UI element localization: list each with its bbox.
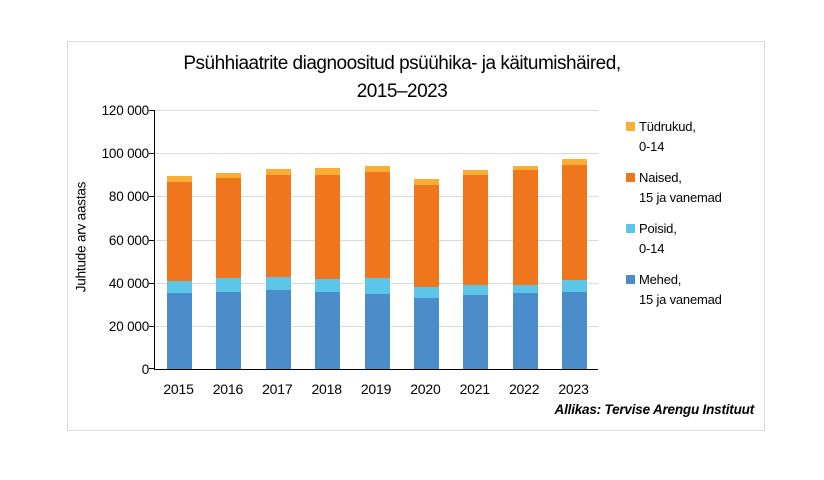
y-axis-tick-40000: [149, 282, 155, 284]
bar-segment-tudrukud-2018: [315, 167, 341, 175]
y-axis-tick-0: [149, 368, 155, 369]
y-axis-tick-label-60000: 60 000: [108, 232, 149, 248]
bar-segment-tudrukud-2020: [413, 179, 439, 185]
bar-segment-mehed-2018: [315, 291, 341, 369]
bar-segment-naised-2017: [265, 174, 291, 277]
legend-label-naised-line1: Naised,: [639, 170, 682, 185]
x-axis-label-2021: 2021: [459, 381, 491, 397]
bar-segment-poisid-2022: [512, 285, 538, 294]
bar-segment-mehed-2019: [364, 293, 390, 369]
bar-segment-poisid-2019: [364, 278, 390, 294]
legend-swatch-tudrukud: [626, 122, 635, 131]
bar-2023: [562, 158, 587, 369]
x-axis-labels: 2015 2016 2017 2018 2019 2020 2021 2022 2023: [154, 381, 598, 401]
plot-area: [149, 110, 598, 370]
chart-title: Psühhiaatrite diagnoositud psüühika- ja …: [68, 50, 764, 106]
y-axis-tick-label-0: 0: [141, 362, 150, 377]
y-axis-tick-label-40000: 40 000: [108, 275, 149, 291]
legend-item-naised: Naised, 15 ja vanemad: [626, 168, 722, 208]
legend-label-naised-line2: 15 ja vanemad: [639, 190, 722, 205]
bar-segment-naised-2015: [167, 181, 192, 281]
bar-2020: [413, 179, 439, 369]
bar-2019: [364, 165, 390, 369]
chart-title-line2: 2015–2023: [356, 81, 448, 102]
y-axis-tick-20000: [149, 325, 155, 327]
x-axis-label-2017: 2017: [262, 381, 293, 397]
bar-segment-mehed-2021: [463, 294, 489, 369]
gridline-120000: [155, 110, 598, 111]
legend-label-mehed-line1: Mehed,: [639, 272, 682, 287]
chart-title-line1: Psühhiaatrite diagnoositud psüühika- ja …: [183, 53, 621, 74]
bar-segment-poisid-2015: [167, 280, 192, 294]
x-axis-label-2016: 2016: [212, 381, 244, 397]
bar-segment-naised-2020: [413, 184, 439, 288]
legend-item-tudrukud: Tüdrukud, 0-14: [626, 117, 722, 157]
bar-segment-naised-2021: [463, 175, 489, 285]
x-axis-label-2020: 2020: [410, 381, 441, 397]
bar-segment-tudrukud-2021: [463, 170, 489, 175]
bar-segment-poisid-2020: [413, 287, 439, 298]
chart-card: Psühhiaatrite diagnoositud psüühika- ja …: [67, 41, 765, 431]
bar-segment-mehed-2015: [167, 293, 192, 369]
gridline-100000: [155, 153, 598, 155]
bar-segment-mehed-2017: [265, 290, 291, 369]
y-axis-tick-60000: [149, 239, 155, 241]
bar-segment-tudrukud-2019: [364, 165, 390, 172]
y-axis-labels: 0 20 000 40 000 60 000 80 000 100 000 120 000: [68, 103, 150, 377]
x-axis-label-2018: 2018: [311, 381, 342, 397]
bar-segment-tudrukud-2016: [216, 172, 242, 178]
legend-label-tudrukud-line1: Tüdrukud,: [639, 119, 696, 134]
bar-segment-naised-2016: [216, 177, 242, 279]
bar-2017: [265, 168, 291, 369]
legend-swatch-naised: [626, 173, 635, 182]
legend-label-tudrukud-line2: 0-14: [639, 139, 665, 154]
bar-segment-poisid-2017: [265, 276, 291, 291]
bar-segment-mehed-2016: [216, 291, 242, 369]
bar-segment-naised-2019: [364, 171, 390, 279]
legend-swatch-poisid: [626, 224, 635, 233]
bar-2022: [512, 165, 538, 369]
bar-segment-tudrukud-2017: [265, 168, 291, 175]
bar-segment-naised-2018: [315, 174, 341, 280]
legend-item-poisid: Poisid, 0-14: [626, 219, 722, 259]
legend-label-mehed-line2: 15 ja vanemad: [639, 292, 722, 307]
bar-segment-naised-2023: [562, 164, 587, 280]
bar-segment-poisid-2021: [463, 284, 489, 295]
x-axis-label-2022: 2022: [508, 381, 540, 397]
y-axis-tick-80000: [149, 196, 155, 198]
source-note: Allikas: Tervise Arengu Instituut: [554, 402, 755, 417]
legend-label-poisid-line1: Poisid,: [639, 221, 677, 236]
legend-item-mehed: Mehed, 15 ja vanemad: [626, 270, 722, 310]
x-axis-label-2015: 2015: [163, 381, 194, 397]
bar-segment-mehed-2020: [413, 298, 439, 369]
y-axis-tick-120000: [149, 110, 155, 111]
bar-2021: [463, 170, 489, 369]
bar-segment-poisid-2023: [562, 279, 587, 292]
bar-segment-poisid-2016: [216, 278, 242, 292]
legend-label-poisid-line2: 0-14: [639, 241, 665, 256]
y-axis-tick-label-80000: 80 000: [108, 189, 149, 205]
y-axis-tick-label-100000: 100 000: [101, 146, 150, 162]
y-axis-tick-label-20000: 20 000: [108, 318, 149, 334]
bar-segment-tudrukud-2023: [562, 158, 587, 165]
bar-2015: [167, 176, 192, 369]
bar-2018: [315, 167, 341, 369]
chart-legend: Tüdrukud, 0-14 Naised, 15 ja vanemad Poisid,…: [626, 117, 722, 310]
y-axis-tick-label-120000: 120 000: [101, 103, 150, 118]
x-axis-label-2023: 2023: [558, 381, 589, 397]
x-axis-label-2019: 2019: [360, 381, 392, 397]
bar-segment-mehed-2023: [562, 291, 587, 369]
legend-swatch-mehed: [626, 275, 635, 284]
bar-segment-poisid-2018: [315, 279, 341, 292]
bar-segment-tudrukud-2022: [512, 165, 538, 171]
bar-segment-tudrukud-2015: [167, 176, 192, 182]
y-axis-tick-100000: [149, 153, 155, 155]
bar-2016: [216, 172, 242, 369]
bar-segment-mehed-2022: [512, 293, 538, 369]
bar-segment-naised-2022: [512, 170, 538, 286]
